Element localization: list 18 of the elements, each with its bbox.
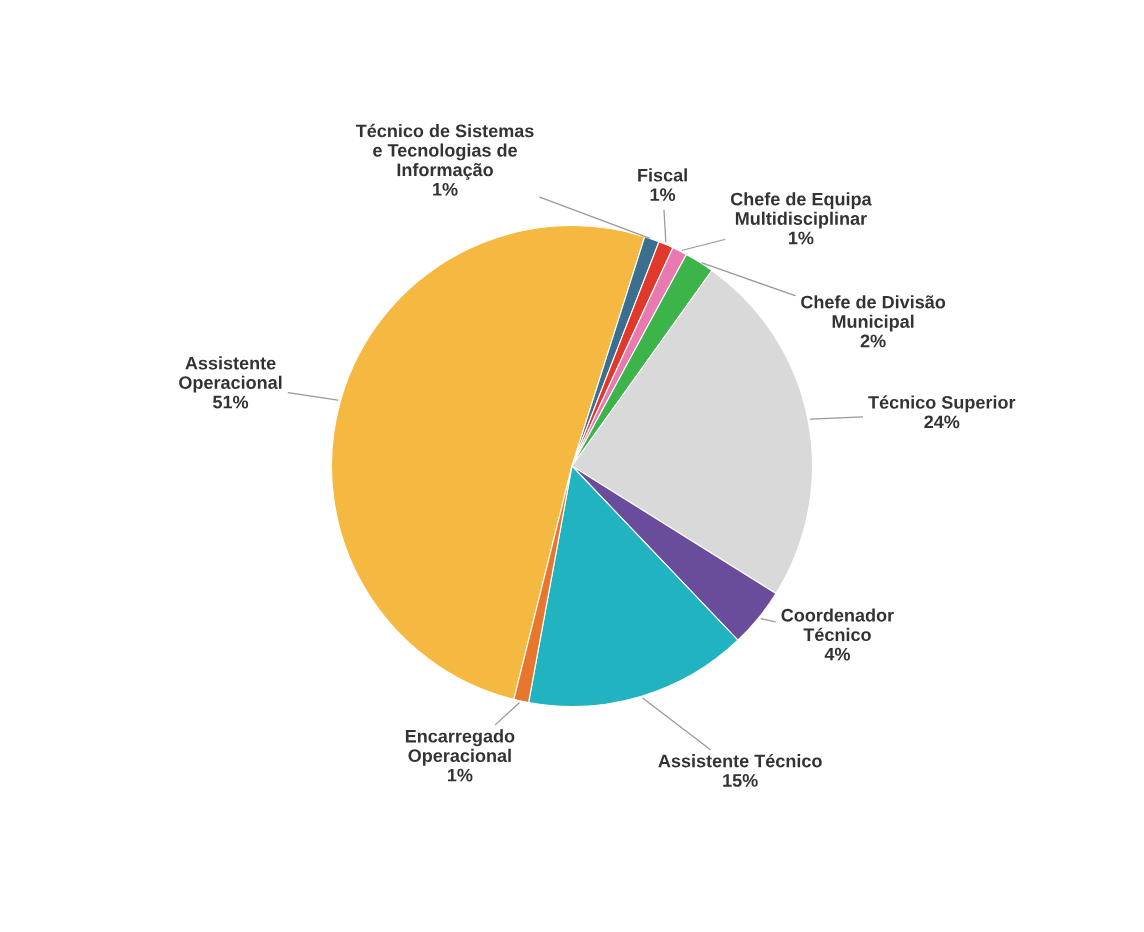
slice-label: Chefe de Equipa Multidisciplinar (730, 192, 872, 229)
data-label: 1% (650, 188, 676, 201)
slice-label: Assistente Operacional (179, 356, 282, 393)
data-label: 1% (447, 768, 473, 782)
slice-label: Chefe de Divisão Municipal (801, 295, 946, 332)
data-label: 1% (433, 182, 458, 196)
data-label: 15% (723, 774, 758, 787)
data-label: 2% (860, 334, 886, 348)
data-label: 1% (789, 231, 814, 245)
slice-label: Técnico Superior (868, 395, 1016, 413)
slice-label: Assistente Técnico (658, 753, 822, 768)
data-label: 4% (824, 647, 850, 661)
slice-label: Técnico de Sistemas e Tecnologias de Informação (355, 123, 534, 180)
slice-label: Fiscal (638, 168, 687, 182)
slice-label: Coordenador Técnico (781, 608, 894, 642)
data-label: 51% (213, 395, 249, 409)
slice-label: Encarregado Operacional (405, 729, 515, 766)
data-label: 24% (924, 415, 960, 429)
